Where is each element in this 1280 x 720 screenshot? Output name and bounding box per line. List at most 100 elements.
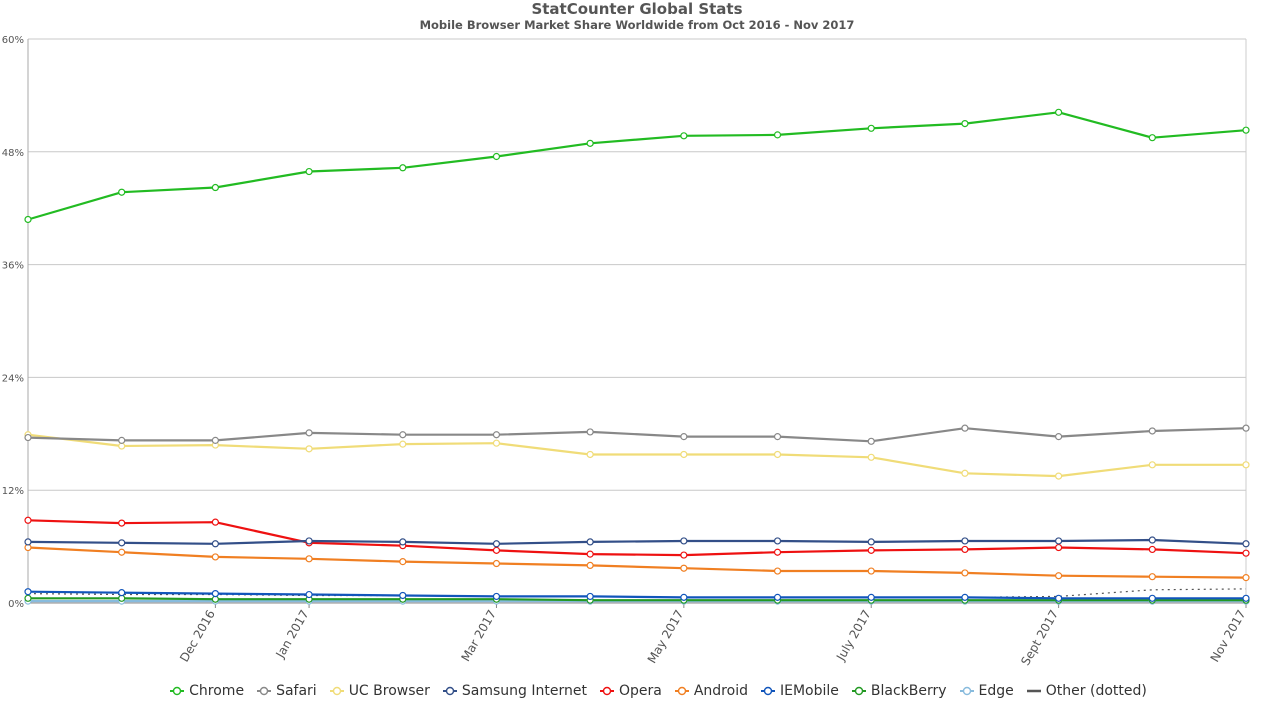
point-safari [1055, 433, 1063, 441]
point-iemobile [1055, 594, 1063, 602]
point-uc-browser [961, 469, 969, 477]
point-iemobile [1242, 594, 1250, 602]
point-android [586, 561, 594, 570]
point-iemobile [305, 590, 313, 599]
point-chrome [211, 183, 219, 192]
point-chrome [867, 124, 875, 132]
point-android [492, 559, 501, 568]
point-safari [1242, 424, 1250, 432]
point-chrome [1055, 108, 1063, 116]
legend-item-chrome[interactable]: Chrome [169, 683, 244, 699]
point-android [867, 567, 875, 575]
legend-label: Chrome [189, 683, 245, 699]
series-line-iemobile [27, 590, 1246, 600]
chart-title: StatCounter Global Stats [531, 0, 743, 18]
legend-item-opera[interactable]: Opera [599, 683, 662, 699]
legend-item-safari[interactable]: Safari [256, 683, 317, 699]
point-uc-browser [1242, 461, 1250, 469]
legend-swatch [851, 686, 866, 696]
y-tick-label: 12% [2, 486, 24, 497]
point-samsung-internet [961, 537, 969, 545]
point-chrome [773, 131, 782, 139]
legend-swatch [257, 686, 272, 696]
series-line-other-dotted [27, 588, 1247, 599]
point-uc-browser [1055, 472, 1063, 480]
legend-item-other-dotted[interactable]: Other (dotted) [1026, 683, 1147, 699]
point-uc-browser [867, 453, 875, 461]
x-tick-label: Mar 2017 [458, 608, 499, 664]
point-safari [118, 436, 126, 444]
point-iemobile [118, 589, 126, 597]
point-opera [773, 548, 782, 556]
series-line-opera [27, 519, 1247, 557]
point-opera [680, 551, 688, 559]
legend-item-blackberry[interactable]: BlackBerry [851, 683, 947, 699]
point-chrome [1148, 134, 1156, 142]
point-uc-browser [492, 439, 501, 447]
legend-item-android[interactable]: Android [674, 683, 748, 699]
point-iemobile [773, 593, 782, 601]
point-iemobile [211, 589, 219, 598]
point-samsung-internet [867, 538, 875, 546]
legend-label: Samsung Internet [461, 683, 587, 699]
series-line-safari [27, 427, 1247, 443]
point-samsung-internet [211, 540, 219, 548]
series-line-blackberry [28, 597, 1246, 602]
point-chrome [586, 139, 594, 147]
x-tick-label: May 2017 [645, 608, 687, 666]
point-samsung-internet [24, 538, 32, 546]
point-uc-browser [305, 445, 313, 453]
point-safari [211, 436, 219, 444]
point-safari [24, 433, 32, 442]
point-samsung-internet [118, 539, 126, 547]
point-safari [399, 431, 407, 439]
y-tick-label: 24% [2, 373, 24, 384]
legend-swatch [760, 686, 775, 696]
legend-label: Edge [978, 683, 1014, 699]
legend-item-uc-browser[interactable]: UC Browser [329, 683, 430, 699]
point-chrome [24, 215, 32, 224]
point-iemobile [1148, 594, 1156, 602]
series-line-chrome [27, 111, 1247, 221]
legend-item-edge[interactable]: Edge [959, 683, 1014, 699]
legend-item-iemobile[interactable]: IEMobile [760, 683, 839, 699]
legend-swatch [1026, 689, 1041, 693]
point-samsung-internet [773, 537, 782, 545]
point-android [680, 564, 688, 572]
line-chart: 0% 12% 24% 36% 48% 60% Dec 2016 Jan 2017 Mar 201… [2, 35, 1250, 668]
point-uc-browser [1148, 461, 1156, 469]
point-samsung-internet [1148, 536, 1156, 544]
point-opera [211, 518, 219, 526]
point-safari [1148, 427, 1156, 435]
legend-item-samsung-internet[interactable]: Samsung Internet [442, 683, 587, 699]
y-tick-label: 36% [2, 261, 24, 272]
legend-label: BlackBerry [870, 683, 947, 699]
point-android [211, 553, 219, 561]
chart-legend: Chrome Safari UC Browser Samsung Internet Op… [0, 683, 1280, 699]
legend-swatch [329, 686, 344, 696]
point-blackberry [24, 594, 32, 602]
grid-lines [28, 38, 1246, 604]
point-chrome [118, 188, 126, 196]
x-tick-label: Sept 2017 [1018, 608, 1061, 668]
point-iemobile [586, 592, 594, 601]
point-iemobile [867, 593, 875, 601]
point-chrome [961, 119, 969, 128]
point-chrome [399, 164, 407, 172]
legend-swatch [674, 686, 689, 696]
point-iemobile [680, 593, 688, 601]
point-uc-browser [586, 450, 594, 459]
x-tick-label: Jan 2017 [273, 608, 312, 662]
point-chrome [305, 167, 313, 176]
legend-label: IEMobile [779, 683, 839, 699]
legend-label: Opera [618, 683, 662, 699]
series-lines [27, 111, 1247, 603]
point-samsung-internet [305, 537, 313, 545]
tick-labels: 0% 12% 24% 36% 48% 60% Dec 2016 Jan 2017 Mar 201… [2, 35, 1249, 668]
point-uc-browser [399, 440, 407, 448]
point-android [305, 555, 313, 563]
legend-swatch [442, 686, 457, 696]
point-android [399, 558, 407, 566]
series-markers [24, 108, 1250, 605]
x-tick-label: July 2017 [833, 608, 874, 664]
